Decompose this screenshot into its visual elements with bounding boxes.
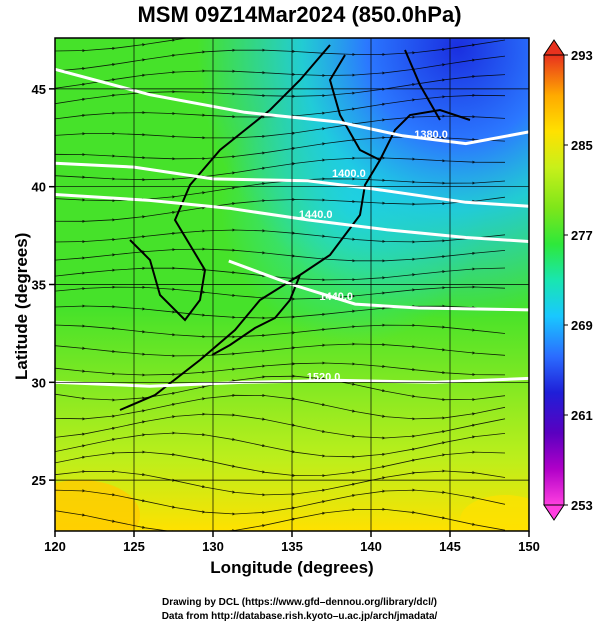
y-axis-ticks: 25 30 35 40 45: [32, 82, 55, 488]
contour-label: 1440.0: [299, 209, 333, 221]
colorbar-tick-label: 293: [571, 48, 593, 63]
credit-data: Data from http://database.rish.kyoto–u.a…: [161, 611, 438, 622]
colorbar-tick-label: 253: [571, 498, 593, 513]
credit-drawing: Drawing by DCL (https://www.gfd–dennou.o…: [161, 597, 437, 608]
x-tick-label: 125: [123, 539, 145, 554]
x-tick-label: 135: [281, 539, 303, 554]
x-tick-label: 145: [439, 539, 461, 554]
y-tick-label: 40: [32, 180, 46, 195]
temperature-field: [55, 38, 529, 531]
colorbar: 293 285 277 269 261 253: [543, 39, 593, 521]
x-tick-label: 120: [44, 539, 66, 554]
colorbar-max-triangle: [543, 39, 565, 56]
x-axis-label: Longitude (degrees): [210, 558, 374, 577]
x-tick-label: 140: [360, 539, 382, 554]
y-axis-label: Latitude (degrees): [12, 232, 31, 380]
y-tick-label: 30: [32, 375, 46, 390]
y-tick-label: 45: [32, 82, 46, 97]
x-axis-ticks: 120 125 130 135 140 145 150: [44, 531, 540, 554]
y-tick-label: 25: [32, 473, 46, 488]
contour-label: 1380.0: [414, 129, 448, 141]
coastlines: [119, 44, 471, 411]
colorbar-tick-label: 269: [571, 318, 593, 333]
contour-label: 1400.0: [332, 168, 366, 180]
grid-lines: [55, 38, 529, 531]
y-tick-label: 35: [32, 278, 46, 293]
map-title: MSM 09Z14Mar2024 (850.0hPa): [137, 2, 462, 27]
contour-line: [55, 67, 529, 146]
colorbar-min-triangle: [543, 504, 565, 521]
contour-line: [228, 259, 529, 312]
contour-label: 1440.0: [319, 291, 353, 303]
x-tick-label: 150: [518, 539, 540, 554]
colorbar-tick-label: 285: [571, 138, 593, 153]
contour-label: 1520.0: [307, 371, 341, 383]
contour-line: [55, 193, 529, 243]
colorbar-tick-label: 277: [571, 228, 593, 243]
x-tick-label: 130: [202, 539, 224, 554]
colorbar-tick-label: 261: [571, 408, 593, 423]
